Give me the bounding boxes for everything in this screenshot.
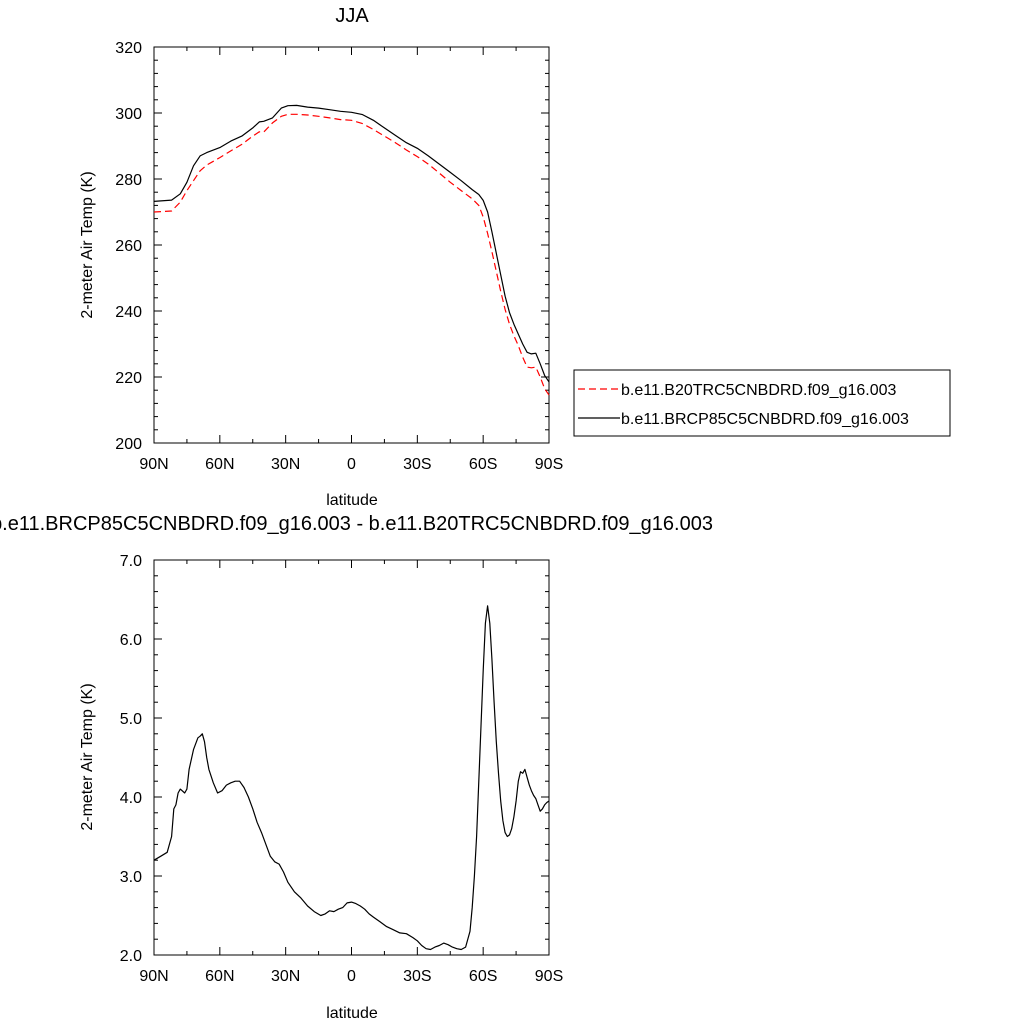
bottom-x-axis-label: latitude bbox=[326, 1005, 378, 1022]
x-tick-label: 60N bbox=[205, 456, 234, 473]
bottom-y-axis-label: 2-meter Air Temp (K) bbox=[79, 683, 96, 830]
bottom-axis-ticks: 90N 60N 30N 0 30S 60S 90S 2.0 3.0 4.0 5.0 6.0 7.0 bbox=[120, 553, 563, 985]
series-line-1 bbox=[153, 104, 550, 383]
top-chart-title: JJA bbox=[335, 5, 369, 27]
y-tick-label: 260 bbox=[115, 238, 142, 255]
y-tick-label: 4.0 bbox=[120, 790, 142, 807]
top-panel: JJA 90N 60N 30N 0 30S 60S 90S 200 220 240 260 280 30… bbox=[79, 5, 563, 509]
y-tick-label: 240 bbox=[115, 304, 142, 321]
top-y-axis-label: 2-meter Air Temp (K) bbox=[79, 171, 96, 318]
y-tick-label: 5.0 bbox=[120, 711, 142, 728]
x-tick-label: 30S bbox=[403, 968, 431, 985]
bottom-panel: b.e11.BRCP85C5CNBDRD.f09_g16.003 - b.e11… bbox=[0, 513, 713, 1022]
top-axis-ticks: 90N 60N 30N 0 30S 60S 90S 200 220 240 260 280 300 320 bbox=[115, 40, 563, 473]
x-tick-label: 90S bbox=[535, 456, 563, 473]
x-tick-label: 60N bbox=[205, 968, 234, 985]
y-tick-label: 300 bbox=[115, 106, 142, 123]
legend-label-b20trc5: b.e11.B20TRC5CNBDRD.f09_g16.003 bbox=[621, 382, 897, 399]
series-line-0 bbox=[153, 605, 550, 951]
y-tick-label: 320 bbox=[115, 40, 142, 57]
x-tick-label: 60S bbox=[469, 456, 497, 473]
x-tick-label: 90S bbox=[535, 968, 563, 985]
x-tick-label: 0 bbox=[347, 968, 356, 985]
y-tick-label: 2.0 bbox=[120, 948, 142, 965]
y-tick-label: 220 bbox=[115, 370, 142, 387]
x-tick-label: 30N bbox=[271, 456, 300, 473]
y-tick-label: 200 bbox=[115, 436, 142, 453]
series-line-0 bbox=[153, 113, 550, 396]
legend-label-brcp85: b.e11.BRCP85C5CNBDRD.f09_g16.003 bbox=[621, 411, 909, 428]
legend-box bbox=[573, 369, 951, 437]
x-tick-label: 30S bbox=[403, 456, 431, 473]
x-tick-label: 90N bbox=[139, 456, 168, 473]
bottom-chart-title: b.e11.BRCP85C5CNBDRD.f09_g16.003 - b.e11… bbox=[0, 513, 713, 535]
y-tick-label: 3.0 bbox=[120, 869, 142, 886]
top-series-lines bbox=[153, 104, 550, 396]
top-x-axis-label: latitude bbox=[326, 492, 378, 509]
y-tick-label: 280 bbox=[115, 172, 142, 189]
bottom-series-lines bbox=[153, 605, 550, 951]
y-tick-label: 7.0 bbox=[120, 553, 142, 570]
legend: b.e11.B20TRC5CNBDRD.f09_g16.003 b.e11.BR… bbox=[573, 369, 951, 437]
x-tick-label: 90N bbox=[139, 968, 168, 985]
y-tick-label: 6.0 bbox=[120, 632, 142, 649]
x-tick-label: 60S bbox=[469, 968, 497, 985]
x-tick-label: 30N bbox=[271, 968, 300, 985]
x-tick-label: 0 bbox=[347, 456, 356, 473]
